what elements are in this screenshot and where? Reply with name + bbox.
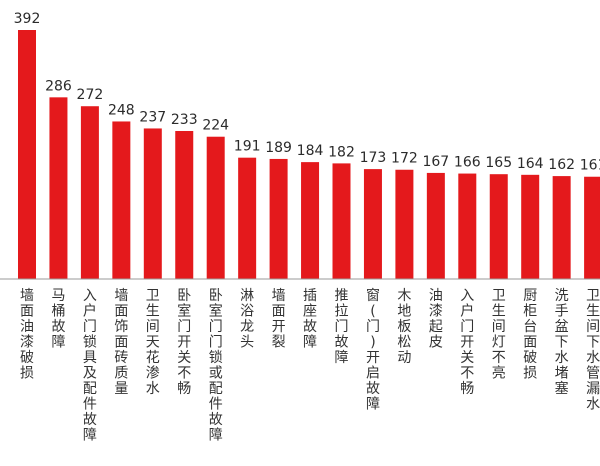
category-label: 卫生间天花渗水 — [146, 288, 160, 397]
value-label: 189 — [265, 140, 292, 156]
bar — [426, 172, 445, 279]
value-label: 237 — [139, 109, 166, 125]
value-label: 184 — [297, 143, 324, 159]
category-label: 洗手盆下水堵塞 — [555, 288, 569, 397]
value-label: 233 — [171, 112, 198, 128]
bar — [269, 158, 288, 279]
category-label: 卧室门开关不畅 — [177, 288, 191, 397]
value-label: 172 — [391, 151, 418, 167]
bar — [584, 176, 600, 279]
value-label: 191 — [234, 139, 261, 155]
category-label: 卫生间灯不亮 — [492, 288, 506, 382]
category-label: 木地板松动 — [397, 288, 411, 366]
value-label: 392 — [14, 11, 41, 27]
bar — [49, 97, 68, 279]
category-label: 卧室门门锁或配件故障 — [209, 288, 223, 444]
bar — [238, 157, 257, 279]
value-label: 161 — [580, 158, 600, 174]
value-label: 286 — [45, 78, 72, 94]
category-label: 窗(门)开启故障 — [366, 287, 380, 413]
category-label: 墙面开裂 — [272, 288, 286, 351]
value-label: 162 — [548, 157, 575, 173]
bar — [395, 169, 414, 279]
category-label: 马桶故障 — [51, 288, 65, 351]
category-label: 入户门开关不畅 — [460, 288, 474, 397]
value-label: 248 — [108, 102, 135, 118]
category-label: 卫生间下水管漏水 — [586, 288, 600, 413]
category-label: 插座故障 — [303, 288, 317, 351]
bar — [143, 128, 162, 279]
category-label: 墙面饰面砖质量 — [114, 288, 128, 397]
value-label: 173 — [360, 150, 387, 166]
bars-group — [18, 30, 600, 279]
value-label: 164 — [517, 156, 544, 172]
category-label: 推拉门故障 — [335, 288, 349, 366]
value-label: 167 — [422, 154, 449, 170]
bar — [458, 173, 477, 279]
category-label: 墙面油漆破损 — [20, 288, 34, 382]
bar — [80, 106, 99, 279]
category-label: 入户门锁具及配件故障 — [83, 288, 97, 444]
bar — [112, 121, 131, 279]
bar — [175, 130, 194, 279]
value-label: 182 — [328, 144, 355, 160]
bar — [206, 136, 225, 279]
bar — [552, 176, 571, 279]
value-label: 166 — [454, 155, 481, 171]
value-label: 165 — [485, 155, 512, 171]
bar — [521, 174, 540, 279]
category-label: 厨柜台面破损 — [523, 288, 537, 382]
bar — [332, 163, 351, 279]
category-label: 淋浴龙头 — [240, 288, 254, 351]
value-label: 224 — [202, 118, 229, 134]
bar — [301, 162, 320, 279]
category-labels-group: 墙面油漆破损 马桶故障 入户门锁具及配件故障 墙面饰面砖质量 卫生间天花渗水 卧室门开关不… — [20, 287, 600, 444]
value-label: 272 — [77, 87, 104, 103]
bar — [18, 30, 36, 279]
category-label: 油漆起皮 — [429, 288, 443, 351]
bar — [363, 169, 382, 279]
bar — [489, 174, 508, 279]
